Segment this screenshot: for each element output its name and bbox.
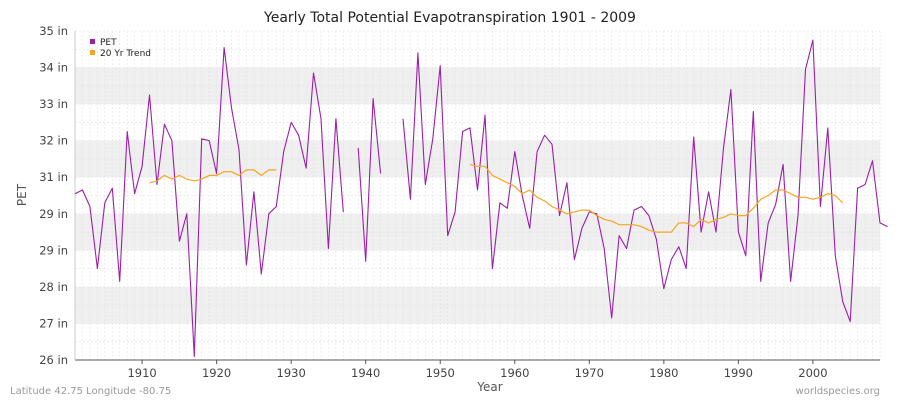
y-tick-label: 26 in — [39, 353, 68, 367]
plot-band — [75, 67, 880, 105]
y-tick-label: 32 in — [39, 134, 68, 148]
y-tick-label: 35 in — [39, 24, 68, 38]
x-axis-label: Year — [476, 380, 502, 394]
x-tick-label: 1970 — [575, 366, 604, 380]
legend-label-trend: 20 Yr Trend — [100, 49, 151, 59]
y-tick-label: 27 in — [39, 316, 68, 330]
y-axis-label: PET — [15, 183, 29, 206]
chart-title: Yearly Total Potential Evapotranspiratio… — [263, 10, 636, 26]
axes — [74, 31, 880, 361]
pet-series-line — [74, 39, 888, 357]
plot-band — [75, 104, 880, 141]
y-tick-label: 33 in — [39, 97, 68, 111]
footer-coordinates: Latitude 42.75 Longitude -80.75 — [10, 386, 171, 397]
legend-label-pet: PET — [100, 38, 117, 48]
legend-swatch-pet — [90, 39, 95, 44]
y-tick-label: 29 in — [39, 243, 68, 257]
y-tick-label: 29 in — [39, 207, 68, 221]
x-tick-label: 1920 — [202, 366, 231, 380]
y-tick-label: 31 in — [39, 170, 68, 184]
x-tick-label: 1990 — [724, 366, 753, 380]
y-tick-label: 28 in — [39, 280, 68, 294]
plot-band — [75, 31, 880, 68]
legend-swatch-trend — [90, 50, 95, 55]
series-group — [74, 39, 888, 357]
footer-source: worldspecies.org — [796, 386, 880, 397]
x-tick-label: 1910 — [127, 366, 156, 380]
plot-band — [75, 323, 880, 360]
trend-series-line — [149, 163, 844, 233]
tick-labels: 26 in 27 in 28 in 29 in 29 in 31 in 32 in 33 in… — [39, 24, 827, 380]
x-tick-label: 1930 — [277, 366, 306, 380]
y-tick-label: 34 in — [39, 61, 68, 75]
x-tick-label: 1980 — [649, 366, 678, 380]
x-tick-label: 2000 — [798, 366, 827, 380]
x-tick-label: 1950 — [426, 366, 455, 380]
x-tick-label: 1960 — [500, 366, 529, 380]
legend: PET 20 Yr Trend — [90, 38, 151, 59]
x-tick-label: 1940 — [351, 366, 380, 380]
